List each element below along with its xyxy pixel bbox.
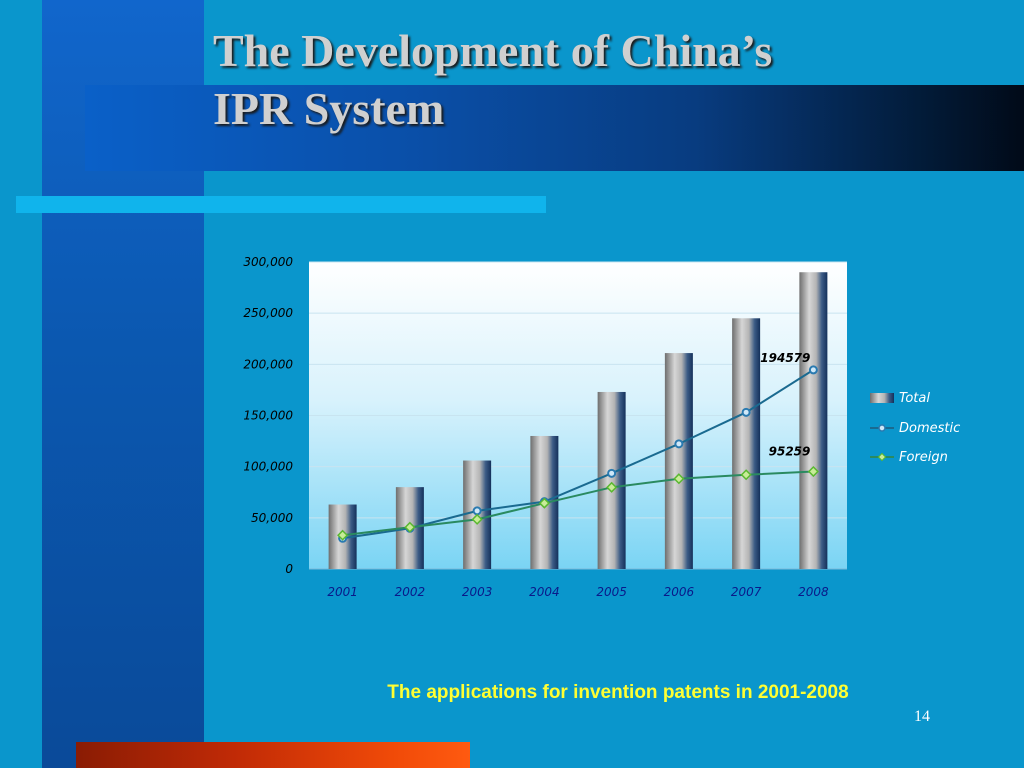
domestic-point: [607, 468, 617, 478]
series-lines: [337, 365, 819, 543]
x-tick-label: 2006: [664, 585, 695, 599]
slide-title-line-1: The Development of China’s: [213, 25, 773, 76]
foreign-point: [740, 469, 752, 481]
foreign-point: [673, 473, 685, 485]
total-bar: [799, 272, 828, 569]
y-tick-label: 50,000: [251, 511, 293, 525]
bottom-decor-bar: [76, 742, 470, 768]
accent-line: [16, 196, 546, 213]
total-bar: [664, 353, 693, 569]
foreign-point: [404, 521, 416, 533]
total-bar: [597, 391, 626, 569]
page-number: 14: [914, 708, 930, 725]
chart-caption: The applications for invention patents i…: [387, 682, 849, 703]
y-axis-ticks: 0 50,000 100,000 150,000 200,000 250,000 300,0…: [243, 255, 293, 576]
legend-label-total: Total: [899, 391, 930, 406]
x-tick-label: 2004: [529, 585, 560, 599]
domestic-point: [741, 407, 751, 417]
x-axis-ticks: 2001 2002 2003 2004 2005 2006 2007 2008: [327, 585, 829, 599]
foreign-point: [337, 529, 349, 541]
slide-title-line-2: IPR System: [213, 83, 445, 134]
total-bar: [732, 318, 761, 569]
x-tick-label: 2005: [596, 585, 627, 599]
legend-label-domestic: Domestic: [899, 421, 960, 436]
total-bars: [328, 272, 828, 569]
foreign-point: [538, 497, 550, 509]
legend: Total Domestic Foreign: [870, 391, 960, 465]
x-tick-label: 2002: [395, 585, 426, 599]
legend-label-foreign: Foreign: [899, 450, 948, 465]
y-tick-label: 200,000: [243, 357, 293, 371]
y-tick-label: 300,000: [243, 255, 293, 269]
x-tick-label: 2003: [462, 585, 493, 599]
x-tick-label: 2008: [798, 585, 829, 599]
x-tick-label: 2007: [731, 585, 762, 599]
slide-title: The Development of China’s IPR System: [213, 22, 772, 138]
legend-marker-foreign: [877, 452, 887, 462]
foreign-point: [606, 481, 618, 493]
foreign-point: [471, 513, 483, 525]
data-labels: 194579 95259: [760, 351, 810, 459]
domestic-point: [808, 365, 818, 375]
foreign-point: [807, 465, 819, 478]
data-label: 95259: [769, 445, 811, 459]
legend-swatch-total: [870, 393, 894, 403]
title-gradient-bar: [85, 85, 1024, 171]
legend-marker-domestic: [878, 424, 886, 432]
foreign-line: [342, 470, 814, 537]
y-tick-label: 250,000: [243, 306, 293, 320]
y-tick-label: 0: [285, 562, 293, 576]
domestic-point: [472, 506, 482, 516]
x-tick-label: 2001: [327, 585, 358, 599]
domestic-point: [674, 439, 684, 449]
y-tick-label: 150,000: [243, 409, 293, 423]
data-label: 194579: [760, 351, 810, 365]
y-tick-label: 100,000: [243, 460, 293, 474]
